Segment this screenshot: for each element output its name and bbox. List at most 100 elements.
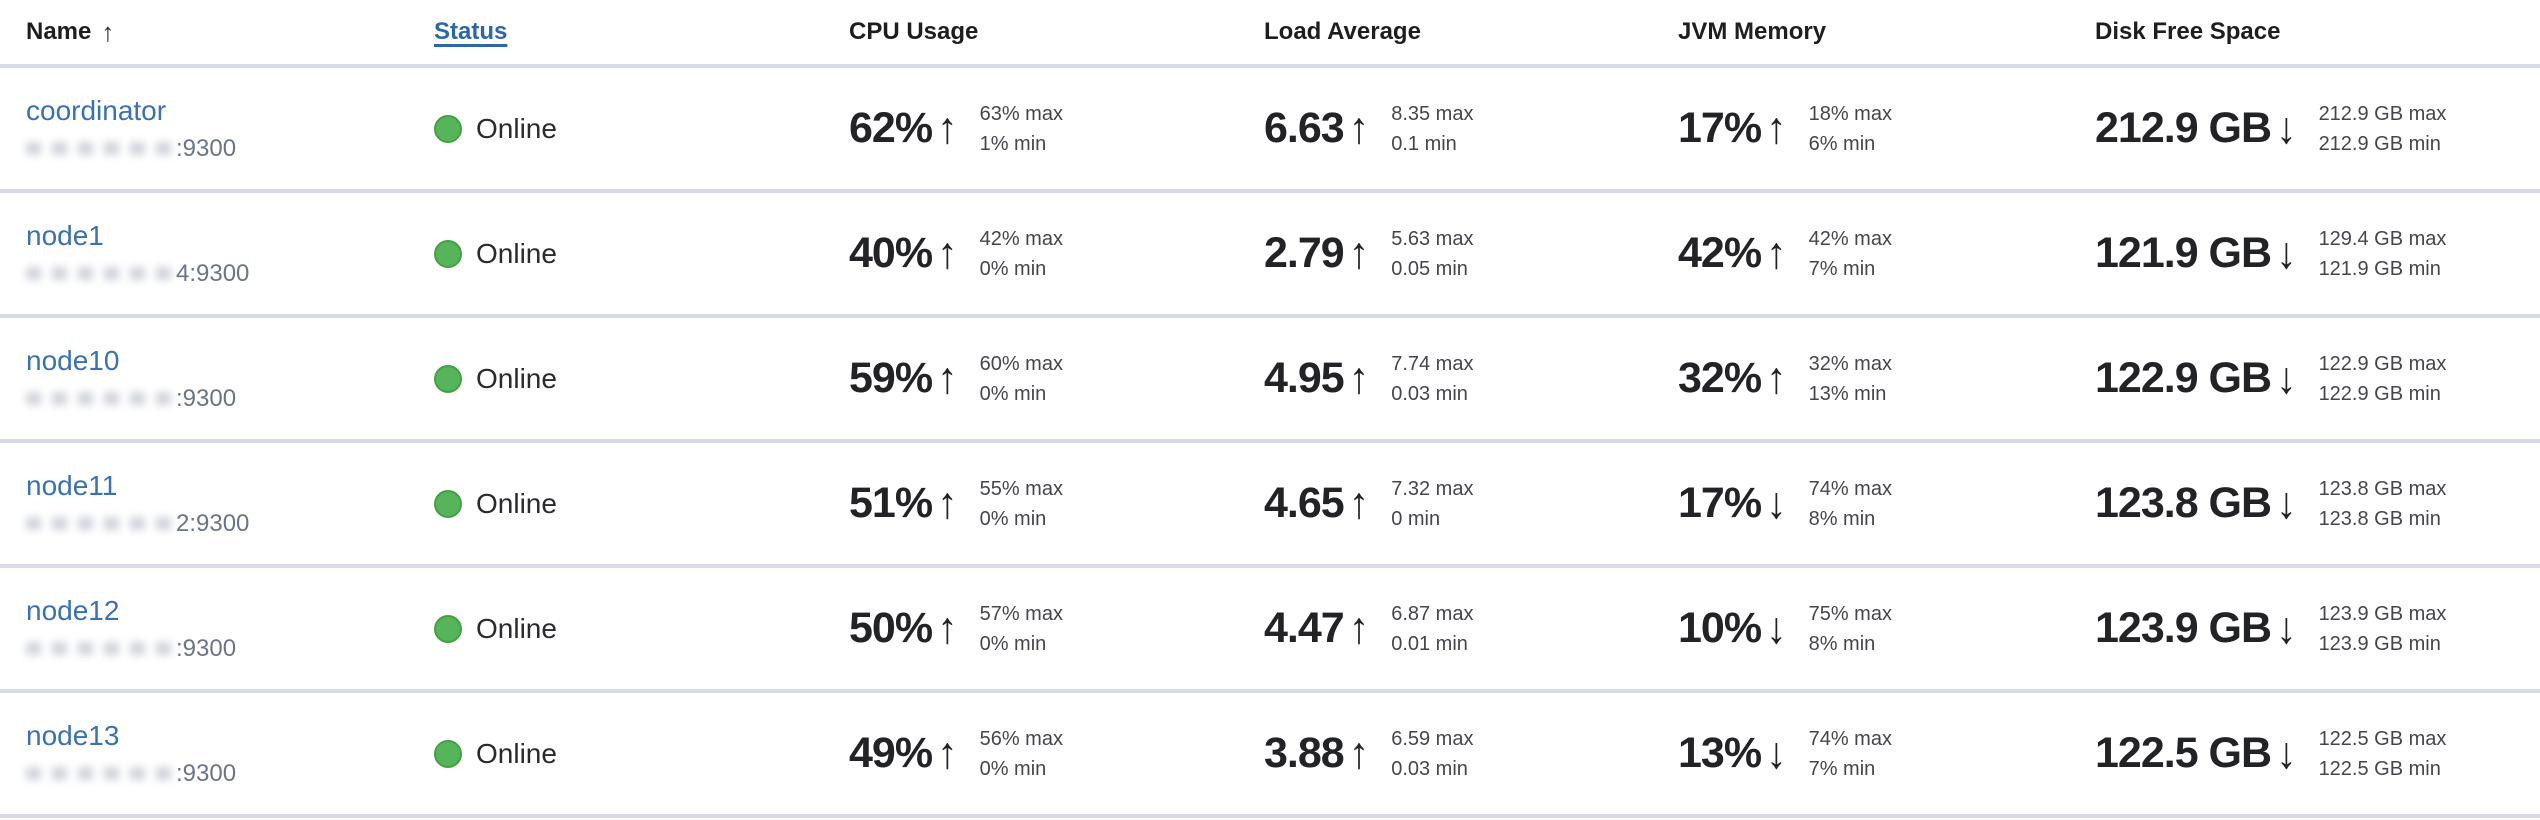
node-name-cell: node11 2:9300 — [26, 470, 434, 538]
transport-address: :9300 — [26, 760, 434, 788]
jvm-trend-arrow-icon: ↑ — [1766, 228, 1787, 278]
cpu-usage-cell: 62% ↑ 63% max 1% min — [849, 99, 1264, 159]
table-row: node1 4:9300 Online 40% ↑ 42% max 0% min — [0, 193, 2540, 318]
jvm-value: 13% — [1678, 729, 1762, 777]
column-header-cpu-label: CPU Usage — [849, 18, 979, 45]
jvm-trend-arrow-icon: ↓ — [1766, 603, 1787, 653]
jvm-trend-arrow-icon: ↑ — [1766, 103, 1787, 153]
node-name-cell: node12 :9300 — [26, 595, 434, 663]
disk-free-space-cell: 121.9 GB ↓ 129.4 GB max 121.9 GB min — [2095, 224, 2540, 284]
sort-ascending-icon: ↑ — [101, 16, 115, 47]
jvm-trend-arrow-icon: ↓ — [1766, 728, 1787, 778]
jvm-max: 74% max — [1808, 727, 1892, 750]
disk-min: 212.9 GB min — [2318, 132, 2441, 155]
load-min: 0.03 min — [1391, 757, 1468, 780]
cpu-max: 55% max — [979, 477, 1063, 500]
status-label: Online — [476, 737, 557, 769]
load-average-cell: 6.63 ↑ 8.35 max 0.1 min — [1264, 99, 1678, 159]
disk-min: 122.5 GB min — [2318, 757, 2441, 780]
load-max: 7.32 max — [1391, 477, 1474, 500]
cpu-trend-arrow-icon: ↑ — [937, 478, 958, 528]
disk-trend-arrow-icon: ↓ — [2276, 228, 2297, 278]
cpu-trend-arrow-icon: ↑ — [937, 228, 958, 278]
status-online-dot-icon — [434, 739, 462, 768]
jvm-memory-cell: 42% ↑ 42% max 7% min — [1678, 224, 2095, 284]
cpu-max: 60% max — [979, 352, 1063, 375]
load-min: 0.05 min — [1391, 257, 1468, 280]
status-cell: Online — [434, 738, 849, 770]
status-label: Online — [476, 362, 557, 394]
load-value: 2.79 — [1264, 229, 1345, 277]
status-cell: Online — [434, 113, 849, 145]
jvm-value: 17% — [1678, 479, 1762, 527]
jvm-memory-cell: 10% ↓ 75% max 8% min — [1678, 599, 2095, 659]
jvm-memory-cell: 17% ↑ 18% max 6% min — [1678, 99, 2095, 159]
table-row: node13 :9300 Online 49% ↑ 56% max 0% min — [0, 693, 2540, 818]
jvm-value: 17% — [1678, 104, 1762, 152]
node-name-link[interactable]: node13 — [26, 719, 120, 751]
node-name-link[interactable]: node12 — [26, 594, 120, 626]
jvm-max: 42% max — [1808, 227, 1892, 250]
load-max: 6.87 max — [1391, 602, 1474, 625]
cpu-trend-arrow-icon: ↑ — [937, 603, 958, 653]
column-header-disk-label: Disk Free Space — [2095, 18, 2281, 45]
column-header-jvm-label: JVM Memory — [1678, 18, 1827, 45]
load-min: 0 min — [1391, 507, 1441, 530]
node-name-link[interactable]: node11 — [26, 469, 118, 501]
column-header-name[interactable]: Name ↑ — [26, 17, 434, 48]
status-label: Online — [476, 237, 557, 269]
column-header-status[interactable]: Status — [434, 18, 849, 46]
disk-min: 123.9 GB min — [2318, 632, 2441, 655]
jvm-max: 32% max — [1808, 352, 1892, 375]
table-header-row: Name ↑ Status CPU Usage Load Average JVM… — [0, 0, 2540, 68]
table-row: node10 :9300 Online 59% ↑ 60% max 0% min — [0, 318, 2540, 443]
jvm-min: 7% min — [1808, 257, 1876, 280]
load-trend-arrow-icon: ↑ — [1348, 603, 1370, 653]
transport-address-suffix: :9300 — [176, 384, 237, 412]
load-min: 0.1 min — [1391, 132, 1457, 155]
disk-free-space-cell: 123.9 GB ↓ 123.9 GB max 123.9 GB min — [2095, 599, 2540, 659]
column-header-name-label: Name — [26, 18, 92, 45]
transport-address: 4:9300 — [26, 260, 434, 288]
disk-free-space-cell: 122.5 GB ↓ 122.5 GB max 122.5 GB min — [2095, 724, 2540, 784]
disk-min: 121.9 GB min — [2318, 257, 2441, 280]
load-average-cell: 4.65 ↑ 7.32 max 0 min — [1264, 474, 1678, 534]
column-header-jvm-memory[interactable]: JVM Memory — [1678, 18, 2095, 46]
load-average-cell: 4.95 ↑ 7.74 max 0.03 min — [1264, 349, 1678, 409]
load-max: 6.59 max — [1391, 727, 1474, 750]
jvm-trend-arrow-icon: ↓ — [1766, 478, 1787, 528]
status-cell: Online — [434, 238, 849, 270]
jvm-max: 75% max — [1808, 602, 1892, 625]
redacted-address-blur — [26, 267, 174, 280]
load-max: 8.35 max — [1391, 102, 1474, 125]
disk-free-space-cell: 122.9 GB ↓ 122.9 GB max 122.9 GB min — [2095, 349, 2540, 409]
load-value: 4.47 — [1264, 604, 1345, 652]
transport-address: :9300 — [26, 135, 434, 163]
disk-free-space-cell: 212.9 GB ↓ 212.9 GB max 212.9 GB min — [2095, 99, 2540, 159]
node-name-link[interactable]: coordinator — [26, 94, 167, 126]
cpu-usage-cell: 59% ↑ 60% max 0% min — [849, 349, 1264, 409]
disk-min: 122.9 GB min — [2318, 382, 2441, 405]
disk-trend-arrow-icon: ↓ — [2276, 353, 2297, 403]
load-trend-arrow-icon: ↑ — [1348, 228, 1370, 278]
column-header-cpu-usage[interactable]: CPU Usage — [849, 18, 1264, 46]
disk-trend-arrow-icon: ↓ — [2276, 103, 2297, 153]
jvm-min: 6% min — [1808, 132, 1876, 155]
column-header-disk-free-space[interactable]: Disk Free Space — [2095, 18, 2540, 46]
disk-max: 123.8 GB max — [2318, 477, 2447, 500]
jvm-value: 10% — [1678, 604, 1762, 652]
cpu-max: 42% max — [979, 227, 1063, 250]
node-name-link[interactable]: node1 — [26, 219, 104, 251]
load-average-cell: 3.88 ↑ 6.59 max 0.03 min — [1264, 724, 1678, 784]
table-body: coordinator :9300 Online 62% ↑ 63% max 1… — [0, 68, 2540, 818]
disk-trend-arrow-icon: ↓ — [2276, 728, 2297, 778]
column-header-load-average[interactable]: Load Average — [1264, 18, 1678, 46]
status-cell: Online — [434, 488, 849, 520]
status-online-dot-icon — [434, 364, 462, 393]
disk-value: 122.9 GB — [2095, 354, 2272, 402]
cpu-max: 63% max — [979, 102, 1063, 125]
node-name-link[interactable]: node10 — [26, 344, 120, 376]
status-cell: Online — [434, 363, 849, 395]
cpu-min: 1% min — [979, 132, 1047, 155]
status-label: Online — [476, 612, 557, 644]
